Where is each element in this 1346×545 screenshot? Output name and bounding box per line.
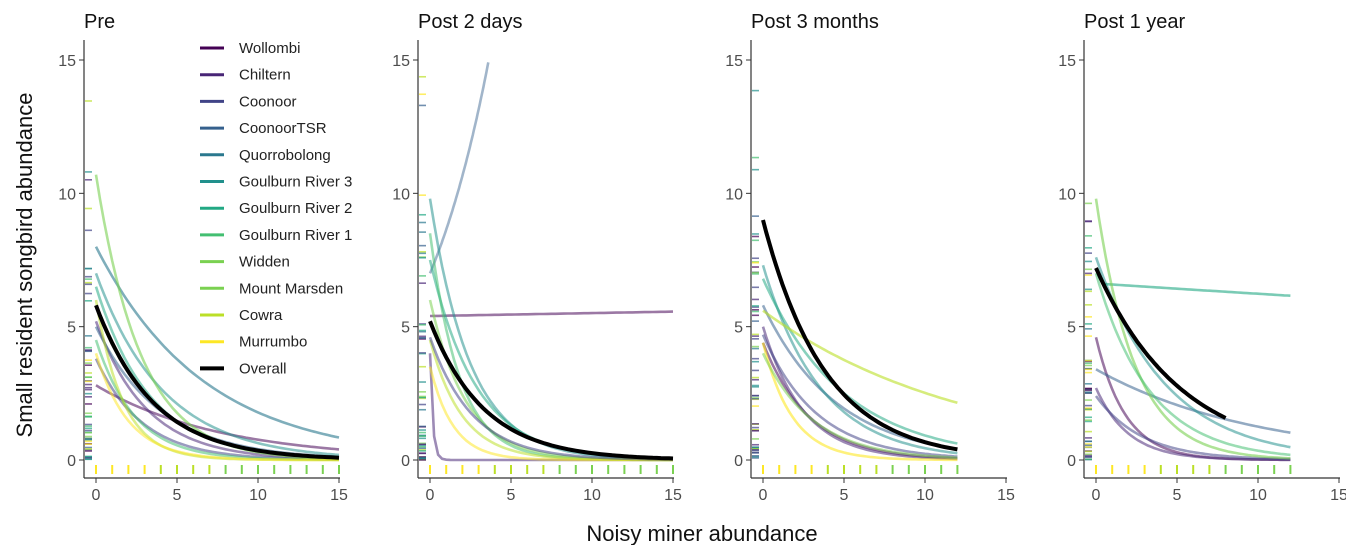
y-tick-label: 0 bbox=[67, 453, 76, 470]
panel-3: Post 3 months 0 5 10 15 0 5 10 15 bbox=[725, 11, 1015, 504]
site-curve bbox=[1094, 198, 1291, 460]
x-tick-label: 15 bbox=[997, 487, 1015, 504]
legend-item: Chiltern bbox=[200, 67, 291, 84]
legend-item: Mount Marsden bbox=[200, 280, 343, 297]
site-curve bbox=[428, 299, 673, 462]
y-tick-label: 10 bbox=[392, 186, 410, 203]
y-tick-label: 0 bbox=[734, 453, 743, 470]
site-curve bbox=[761, 304, 958, 451]
site-curve bbox=[94, 246, 340, 439]
legend-item: Goulburn River 2 bbox=[200, 200, 352, 217]
x-tick-label: 15 bbox=[664, 487, 682, 504]
legend-label: CoonoorTSR bbox=[239, 120, 327, 137]
x-tick-label: 15 bbox=[1330, 487, 1346, 504]
legend-item: Coonoor bbox=[200, 93, 297, 110]
y-tick-label: 5 bbox=[1067, 320, 1076, 337]
y-tick-label: 10 bbox=[725, 186, 743, 203]
x-tick-label: 10 bbox=[583, 487, 601, 504]
site-curve bbox=[761, 264, 958, 455]
legend-label: Goulburn River 1 bbox=[239, 227, 352, 244]
site-curve bbox=[1094, 387, 1291, 462]
panel-1: Pre 0 5 10 15 0 5 10 15 bbox=[58, 11, 348, 504]
x-axis-title: Noisy miner abundance bbox=[586, 521, 817, 545]
legend-item: Widden bbox=[200, 254, 290, 271]
legend: Wollombi Chiltern Coonoor CoonoorTSR Quorrob… bbox=[200, 40, 352, 377]
site-curve bbox=[761, 278, 958, 445]
legend-label: Goulburn River 2 bbox=[239, 200, 352, 217]
x-tick-label: 5 bbox=[173, 487, 182, 504]
x-tick-label: 0 bbox=[92, 487, 101, 504]
y-tick-label: 15 bbox=[58, 53, 76, 70]
legend-label: Quorrobolong bbox=[239, 147, 331, 164]
panel-4: Post 1 year 0 5 10 15 0 5 10 15 bbox=[1058, 11, 1346, 504]
x-tick-label: 5 bbox=[840, 487, 849, 504]
panel-title: Post 3 months bbox=[751, 11, 879, 33]
site-curve bbox=[94, 352, 339, 462]
legend-label: Widden bbox=[239, 254, 290, 271]
legend-label: Murrumbo bbox=[239, 334, 307, 351]
legend-item: Wollombi bbox=[200, 40, 300, 57]
site-curve bbox=[761, 334, 958, 458]
legend-item: Cowra bbox=[200, 307, 283, 324]
x-tick-label: 15 bbox=[330, 487, 348, 504]
legend-item: CoonoorTSR bbox=[200, 120, 327, 137]
overall-curve bbox=[94, 304, 340, 460]
site-curve bbox=[762, 309, 958, 405]
y-tick-label: 10 bbox=[58, 186, 76, 203]
y-tick-label: 10 bbox=[1058, 186, 1076, 203]
legend-label: Wollombi bbox=[239, 40, 300, 57]
panel-title: Pre bbox=[84, 11, 115, 33]
overall-curve bbox=[428, 320, 674, 461]
site-curve bbox=[94, 272, 340, 457]
legend-label: Chiltern bbox=[239, 67, 291, 84]
panel-title: Post 2 days bbox=[418, 11, 523, 33]
legend-label: Mount Marsden bbox=[239, 280, 343, 297]
site-curve bbox=[428, 259, 674, 461]
x-tick-label: 10 bbox=[916, 487, 934, 504]
legend-item: Goulburn River 3 bbox=[200, 174, 352, 191]
legend-item: Overall bbox=[200, 360, 287, 377]
legend-item: Goulburn River 1 bbox=[200, 227, 352, 244]
site-curve bbox=[428, 62, 490, 274]
legend-item: Murrumbo bbox=[200, 334, 307, 351]
site-curve bbox=[95, 384, 340, 451]
panel-title: Post 1 year bbox=[1084, 11, 1186, 33]
x-tick-label: 0 bbox=[426, 487, 435, 504]
x-tick-label: 5 bbox=[507, 487, 516, 504]
y-tick-label: 0 bbox=[401, 453, 410, 470]
overall-curve bbox=[761, 219, 958, 452]
y-tick-label: 5 bbox=[67, 320, 76, 337]
legend-label: Overall bbox=[239, 360, 287, 377]
y-tick-label: 5 bbox=[734, 320, 743, 337]
x-tick-label: 10 bbox=[249, 487, 267, 504]
site-curve bbox=[428, 233, 673, 462]
legend-label: Coonoor bbox=[239, 93, 297, 110]
site-curve bbox=[1094, 272, 1291, 457]
x-tick-label: 0 bbox=[1092, 487, 1101, 504]
y-tick-label: 15 bbox=[392, 53, 410, 70]
legend-label: Cowra bbox=[239, 307, 283, 324]
site-curve bbox=[761, 342, 958, 462]
legend-label: Goulburn River 3 bbox=[239, 174, 352, 191]
y-tick-label: 5 bbox=[401, 320, 410, 337]
y-tick-label: 0 bbox=[1067, 453, 1076, 470]
site-curve bbox=[429, 310, 674, 318]
site-curve bbox=[428, 336, 674, 461]
overall-curve bbox=[1094, 267, 1227, 420]
site-curve bbox=[761, 352, 958, 459]
legend-item: Quorrobolong bbox=[200, 147, 331, 164]
x-tick-label: 10 bbox=[1249, 487, 1267, 504]
x-tick-label: 0 bbox=[759, 487, 768, 504]
site-curve bbox=[1104, 282, 1291, 297]
panel-2: Post 2 days 0 5 10 15 0 5 10 15 bbox=[392, 11, 682, 504]
site-curve bbox=[761, 326, 958, 461]
y-tick-label: 15 bbox=[1058, 53, 1076, 70]
y-tick-label: 15 bbox=[725, 53, 743, 70]
x-tick-label: 5 bbox=[1173, 487, 1182, 504]
site-curve bbox=[1094, 395, 1291, 461]
y-axis-title: Small resident songbird abundance bbox=[12, 93, 37, 438]
